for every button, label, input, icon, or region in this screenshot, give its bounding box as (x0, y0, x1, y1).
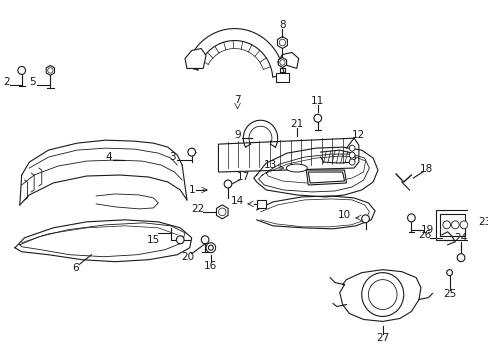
Circle shape (313, 114, 321, 122)
Text: 23: 23 (477, 217, 488, 227)
Circle shape (224, 180, 231, 188)
Polygon shape (278, 58, 286, 67)
Text: 16: 16 (204, 261, 217, 271)
Text: 9: 9 (234, 130, 241, 140)
Text: 14: 14 (230, 196, 244, 206)
Text: 1: 1 (188, 185, 195, 195)
Text: 11: 11 (310, 96, 324, 106)
Text: 24: 24 (453, 233, 467, 243)
Polygon shape (275, 73, 288, 82)
Text: 25: 25 (442, 289, 455, 298)
Text: 5: 5 (29, 77, 36, 87)
Circle shape (456, 254, 464, 262)
Circle shape (361, 215, 368, 223)
Polygon shape (277, 37, 287, 49)
Text: 4: 4 (105, 152, 112, 162)
Circle shape (205, 243, 215, 253)
Ellipse shape (285, 164, 306, 172)
Text: 18: 18 (419, 164, 432, 174)
Circle shape (367, 280, 396, 310)
Circle shape (48, 68, 53, 73)
Text: 6: 6 (72, 263, 79, 273)
Circle shape (279, 39, 285, 46)
Circle shape (459, 221, 467, 229)
Circle shape (450, 221, 458, 229)
Circle shape (201, 236, 208, 244)
Text: 2: 2 (3, 77, 10, 87)
Circle shape (218, 208, 225, 216)
Text: 13: 13 (263, 160, 276, 170)
Circle shape (176, 236, 183, 244)
Circle shape (187, 148, 195, 156)
Circle shape (361, 273, 403, 316)
Circle shape (348, 145, 354, 151)
Polygon shape (305, 170, 346, 185)
Polygon shape (435, 210, 468, 240)
Text: 8: 8 (279, 19, 285, 30)
Text: 3: 3 (169, 152, 176, 162)
Circle shape (279, 60, 285, 65)
Polygon shape (256, 200, 265, 208)
Circle shape (407, 214, 414, 222)
Text: 27: 27 (375, 333, 388, 343)
Circle shape (442, 221, 449, 229)
Text: 26: 26 (417, 230, 430, 240)
Circle shape (208, 245, 213, 250)
Circle shape (348, 159, 354, 165)
Text: 17: 17 (236, 172, 249, 182)
Text: 21: 21 (289, 119, 303, 129)
Circle shape (446, 270, 451, 276)
Text: 12: 12 (351, 130, 365, 140)
Text: 19: 19 (420, 225, 433, 235)
Circle shape (348, 152, 354, 158)
Text: 15: 15 (146, 235, 160, 245)
Text: 22: 22 (190, 204, 203, 214)
Polygon shape (216, 205, 227, 219)
Text: 7: 7 (234, 95, 241, 105)
Polygon shape (184, 49, 205, 68)
Polygon shape (46, 66, 54, 75)
Polygon shape (277, 53, 298, 68)
Text: 20: 20 (181, 252, 194, 262)
Circle shape (18, 67, 25, 75)
Text: 10: 10 (337, 210, 350, 220)
